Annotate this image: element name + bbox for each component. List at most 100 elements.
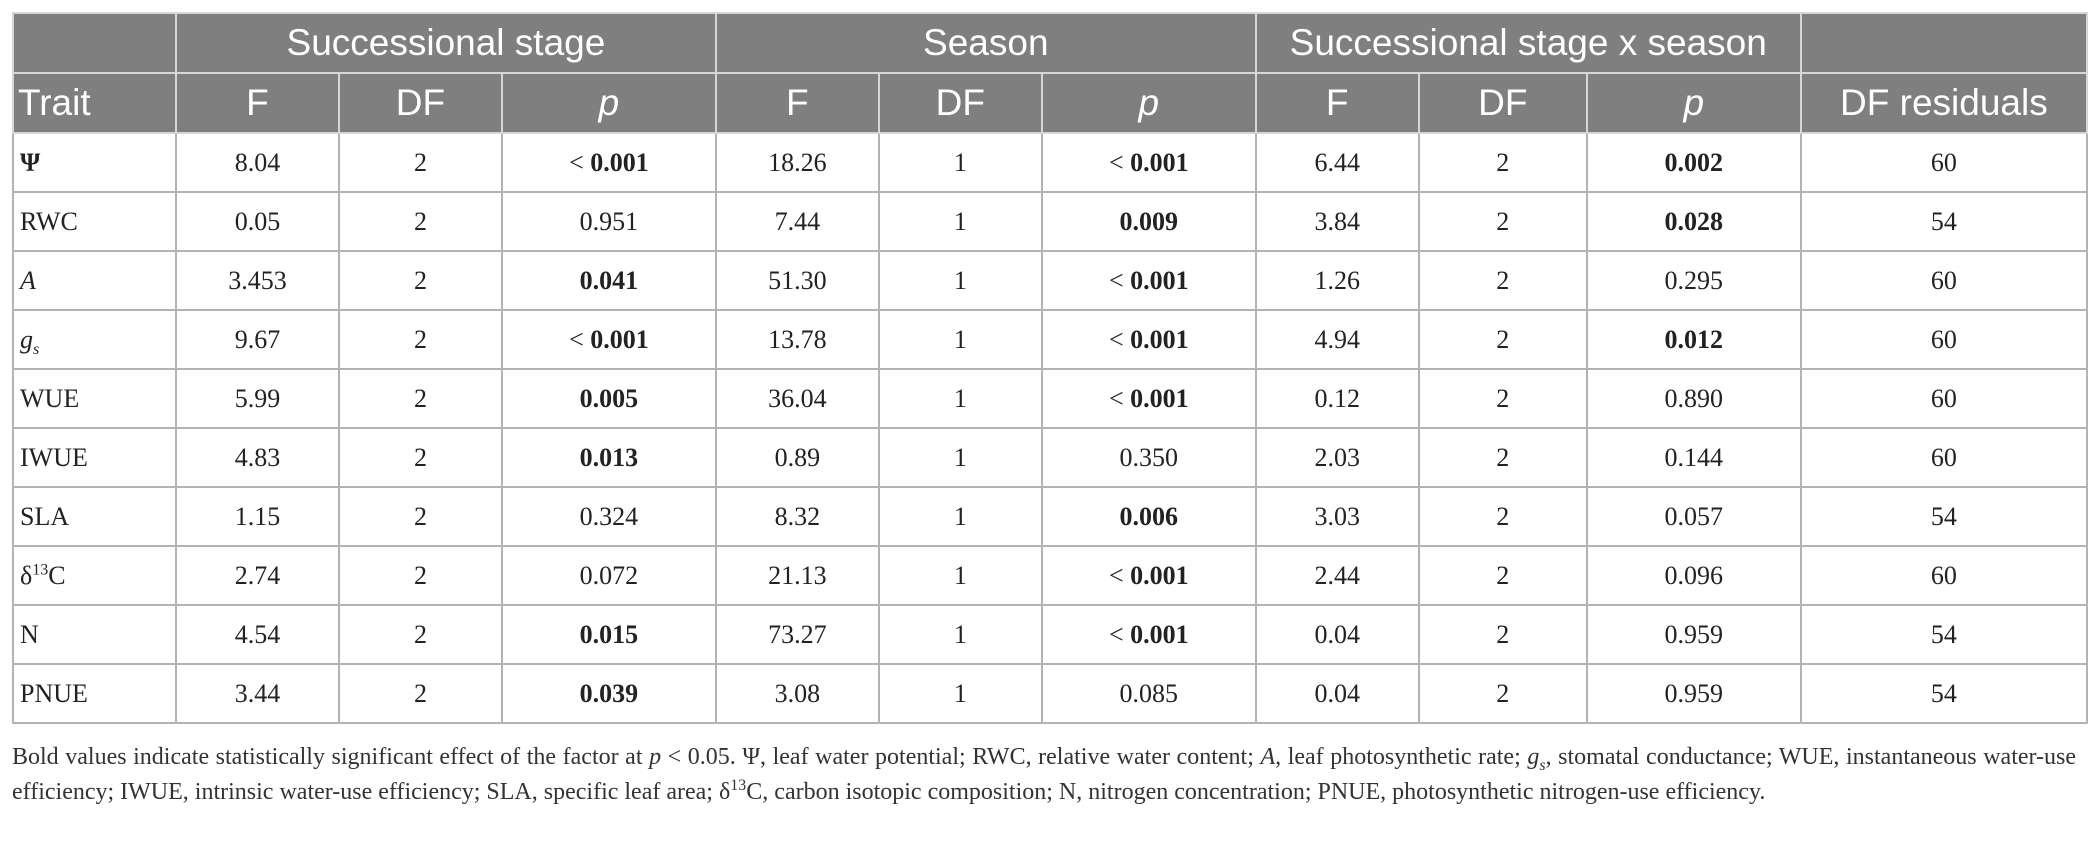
interaction-p: 0.057 — [1585, 486, 1802, 547]
interaction-p: 0.959 — [1585, 604, 1802, 665]
interaction-df: 2 — [1417, 368, 1588, 429]
caption-text: 13 — [730, 777, 747, 794]
interaction-df: 2 — [1417, 486, 1588, 547]
col-header-p: p — [1040, 72, 1257, 134]
season-p: < 0.001 — [1040, 368, 1257, 429]
col-header-trait: Trait — [12, 72, 177, 134]
successional-df: 2 — [337, 427, 503, 488]
caption-text: , leaf photosynthetic rate; — [1275, 744, 1521, 770]
successional-f: 3.453 — [174, 250, 340, 311]
season-df: 1 — [877, 545, 1043, 606]
interaction-p: 0.959 — [1585, 663, 1802, 724]
group-header-interaction: Successional stage x season — [1254, 12, 1802, 74]
season-f: 36.04 — [714, 368, 880, 429]
interaction-f: 3.84 — [1254, 191, 1420, 252]
p-value: 0.005 — [579, 383, 639, 413]
interaction-df: 2 — [1417, 663, 1588, 724]
df-residuals: 54 — [1799, 486, 2088, 547]
successional-f: 0.05 — [174, 191, 340, 252]
interaction-p: 0.012 — [1585, 309, 1802, 370]
successional-f: 3.44 — [174, 663, 340, 724]
df-residuals: 60 — [1799, 545, 2088, 606]
p-value: 0.039 — [579, 678, 639, 708]
p-value: 0.012 — [1664, 324, 1724, 354]
p-value: 0.890 — [1664, 383, 1724, 413]
less-than-sign: < — [569, 324, 584, 354]
p-value: 0.001 — [1130, 324, 1189, 354]
blank-header-cell — [12, 12, 177, 74]
trait-cell: IWUE — [12, 427, 177, 488]
successional-p: 0.005 — [500, 368, 717, 429]
trait-label: SLA — [20, 501, 70, 531]
successional-f: 8.04 — [174, 132, 340, 193]
trait-label: IWUE — [20, 442, 88, 472]
trait-label: Ψ — [20, 147, 41, 177]
p-value: 0.041 — [579, 265, 639, 295]
season-f: 73.27 — [714, 604, 880, 665]
less-than-sign: < — [1108, 560, 1124, 590]
p-value: 0.144 — [1664, 442, 1724, 472]
p-value: 0.001 — [1130, 147, 1189, 177]
season-df: 1 — [877, 368, 1043, 429]
successional-df: 2 — [337, 486, 503, 547]
p-value: 0.959 — [1664, 619, 1724, 649]
season-df: 1 — [877, 486, 1043, 547]
col-header-df: DF — [877, 72, 1043, 134]
table-caption: Bold values indicate statistically signi… — [12, 740, 2076, 810]
trait-cell: PNUE — [12, 663, 177, 724]
df-residuals: 54 — [1799, 191, 2088, 252]
p-value: 0.001 — [1130, 560, 1189, 590]
caption-text: C, carbon isotopic composition; N, nitro… — [746, 779, 1766, 805]
df-residuals: 60 — [1799, 427, 2088, 488]
p-value: 0.001 — [1130, 265, 1189, 295]
successional-p: 0.324 — [500, 486, 717, 547]
season-p: 0.009 — [1040, 191, 1257, 252]
season-df: 1 — [877, 250, 1043, 311]
table-row: SLA 1.15 2 0.324 8.32 1 0.006 3.03 2 0.057 54 — [12, 486, 2088, 547]
p-value: 0.096 — [1664, 560, 1724, 590]
p-value: 0.951 — [579, 206, 639, 236]
interaction-df: 2 — [1417, 132, 1588, 193]
table-row: WUE 5.99 2 0.005 36.04 1 < 0.001 0.12 2 0.890 60 — [12, 368, 2088, 429]
interaction-p: 0.002 — [1585, 132, 1802, 193]
p-value: 0.028 — [1664, 206, 1724, 236]
season-f: 51.30 — [714, 250, 880, 311]
interaction-df: 2 — [1417, 250, 1588, 311]
trait-cell: SLA — [12, 486, 177, 547]
trait-cell: RWC — [12, 191, 177, 252]
interaction-f: 4.94 — [1254, 309, 1420, 370]
caption-text: A — [1260, 744, 1276, 770]
successional-df: 2 — [337, 663, 503, 724]
trait-label: N — [20, 619, 39, 649]
successional-f: 5.99 — [174, 368, 340, 429]
interaction-f: 3.03 — [1254, 486, 1420, 547]
p-value: 0.001 — [1130, 383, 1189, 413]
successional-f: 4.83 — [174, 427, 340, 488]
p-value: 0.324 — [579, 501, 639, 531]
trait-superscript: 13 — [32, 560, 49, 578]
col-header-df: DF — [337, 72, 503, 134]
group-header-successional-stage: Successional stage — [174, 12, 717, 74]
interaction-df: 2 — [1417, 309, 1588, 370]
interaction-f: 2.44 — [1254, 545, 1420, 606]
season-f: 8.32 — [714, 486, 880, 547]
interaction-f: 0.04 — [1254, 604, 1420, 665]
col-header-p: p — [500, 72, 717, 134]
trait-cell: N — [12, 604, 177, 665]
less-than-sign: < — [569, 147, 584, 177]
trait-cell: gs — [12, 309, 177, 370]
successional-p: < 0.001 — [500, 132, 717, 193]
col-header-p: p — [1585, 72, 1802, 134]
p-value: 0.001 — [590, 324, 649, 354]
successional-df: 2 — [337, 604, 503, 665]
successional-p: 0.039 — [500, 663, 717, 724]
trait-cell: A — [12, 250, 177, 311]
table-row: IWUE 4.83 2 0.013 0.89 1 0.350 2.03 2 0.144 60 — [12, 427, 2088, 488]
df-residuals: 60 — [1799, 368, 2088, 429]
table-row: δ13C 2.74 2 0.072 21.13 1 < 0.001 2.44 2 0.096 60 — [12, 545, 2088, 606]
p-value: 0.001 — [1130, 619, 1189, 649]
caption-text: g — [1527, 744, 1540, 770]
interaction-df: 2 — [1417, 191, 1588, 252]
trait-label: g — [20, 324, 33, 354]
successional-df: 2 — [337, 132, 503, 193]
